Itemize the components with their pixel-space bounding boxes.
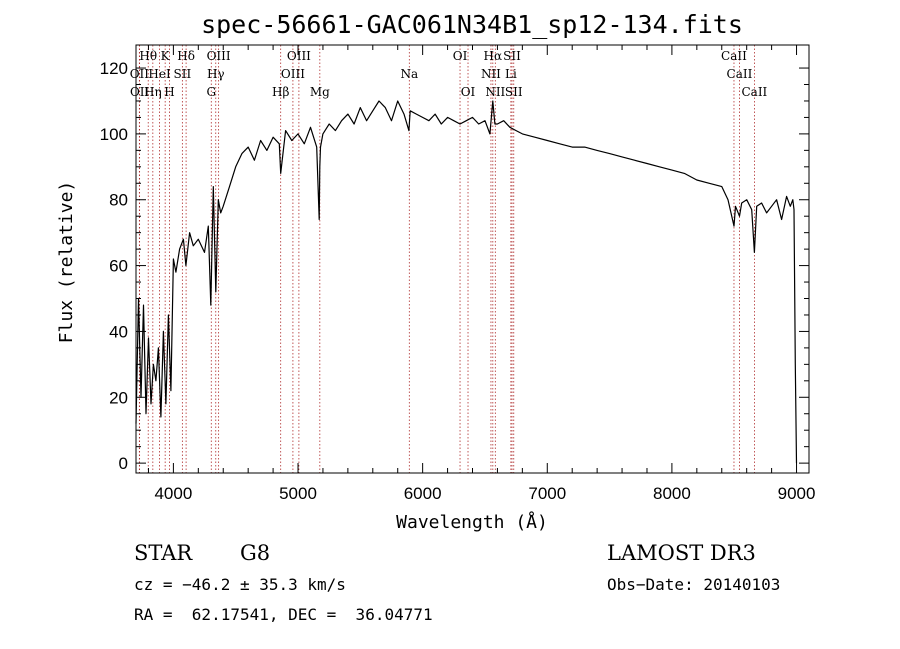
y-axis: 0 20 40 60 80 100 120 bbox=[100, 59, 809, 473]
spectral-line-label: H bbox=[164, 85, 174, 99]
chart-title: spec-56661-GAC061N34B1_sp12-134.fits bbox=[201, 10, 743, 39]
x-axis-label: Wavelength (Å) bbox=[396, 511, 548, 533]
spectral-line-label: OIII bbox=[287, 49, 311, 63]
spectral-line-label: OI bbox=[453, 49, 468, 63]
spectral-line-label: OIII bbox=[281, 67, 305, 81]
x-tick-label: 4000 bbox=[154, 484, 192, 503]
spectral-line-label: Hδ bbox=[177, 49, 195, 63]
coordinates: RA = 62.17541, DEC = 36.04771 bbox=[134, 605, 433, 624]
spectral-line-label: OIII bbox=[207, 49, 231, 63]
spectral-line-label: OII bbox=[130, 85, 150, 99]
y-axis-label: Flux (relative) bbox=[56, 181, 77, 344]
spectrum-series-line bbox=[135, 100, 798, 464]
object-class: STAR bbox=[134, 541, 193, 565]
x-tick-label: 9000 bbox=[778, 484, 816, 503]
y-tick-label: 100 bbox=[100, 125, 128, 144]
spectral-line-label: Na bbox=[400, 67, 418, 81]
spectral-line-label: HeI bbox=[148, 67, 171, 81]
spectral-line-markers bbox=[138, 45, 755, 473]
x-tick-label: 6000 bbox=[404, 484, 442, 503]
spectral-line-label: Hγ bbox=[207, 67, 225, 81]
spectral-line-label: CaII bbox=[741, 85, 767, 99]
spectral-line-label: CaII bbox=[721, 49, 747, 63]
plot-frame bbox=[135, 44, 810, 474]
redshift-cz: cz = −46.2 ± 35.3 km/s bbox=[134, 575, 346, 594]
y-tick-label: 20 bbox=[109, 388, 128, 407]
x-tick-label: 5000 bbox=[279, 484, 317, 503]
spectral-line-label: Li bbox=[505, 67, 517, 81]
spectral-line-label: OII bbox=[130, 67, 150, 81]
y-tick-label: 60 bbox=[109, 257, 128, 276]
y-tick-label: 80 bbox=[109, 191, 128, 210]
survey-name: LAMOST DR3 bbox=[607, 541, 756, 565]
spectral-line-label: Hη bbox=[144, 85, 162, 99]
spectral-line-label: SII bbox=[503, 49, 521, 63]
spectral-line-label: NII bbox=[485, 85, 505, 99]
spectral-line-label: K bbox=[161, 49, 171, 63]
spectral-line-label: G bbox=[206, 85, 216, 99]
spectral-line-label: NII bbox=[481, 67, 501, 81]
y-tick-label: 120 bbox=[100, 59, 128, 78]
spectral-line-label: Hβ bbox=[272, 85, 289, 99]
spectral-line-label: SII bbox=[174, 67, 192, 81]
series-layer bbox=[135, 100, 798, 464]
spectral-line-label: Mg bbox=[310, 85, 330, 99]
y-tick-label: 40 bbox=[109, 322, 128, 341]
spectral-line-label: CaII bbox=[727, 67, 753, 81]
spectral-line-label: Hθ bbox=[139, 49, 157, 63]
y-tick-label: 0 bbox=[119, 454, 128, 473]
spectral-line-label: SII bbox=[505, 85, 523, 99]
subclass: G8 bbox=[240, 541, 270, 565]
spectral-line-label: OI bbox=[461, 85, 476, 99]
x-axis: 4000 5000 6000 7000 8000 9000 bbox=[147, 45, 816, 503]
observation-date: Obs−Date: 20140103 bbox=[607, 575, 780, 594]
x-tick-label: 7000 bbox=[528, 484, 566, 503]
spectral-line-label: Hα bbox=[484, 49, 503, 63]
x-tick-label: 8000 bbox=[653, 484, 691, 503]
